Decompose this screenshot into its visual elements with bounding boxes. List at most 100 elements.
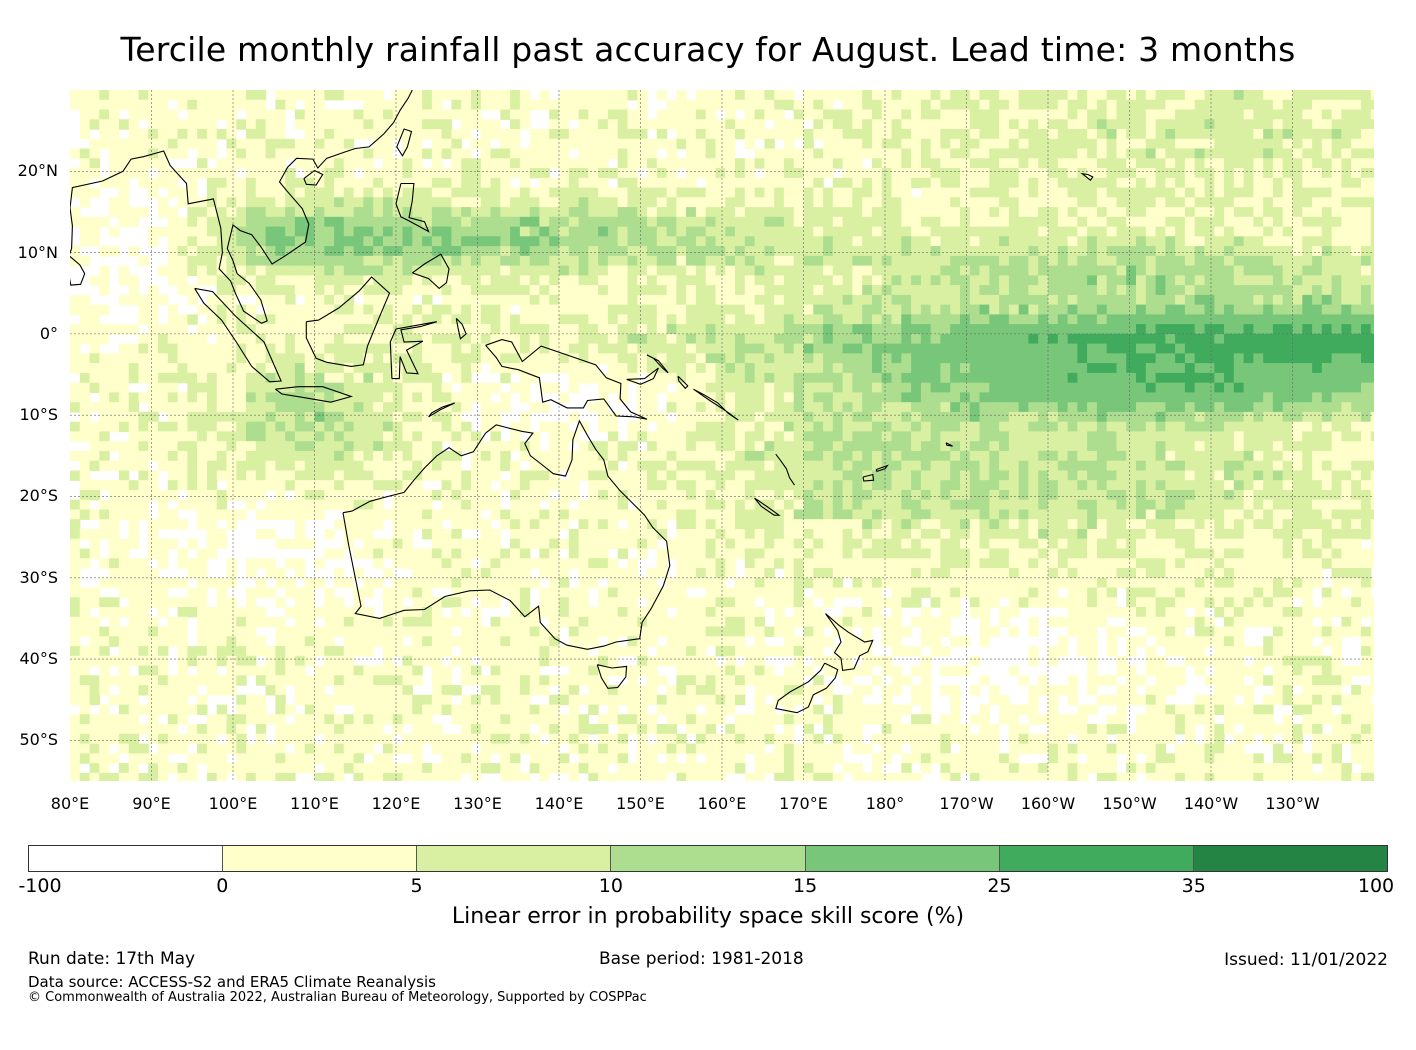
skill-cell xyxy=(1361,109,1372,120)
skill-cell xyxy=(1370,411,1374,423)
skill-cell xyxy=(735,294,746,306)
skill-cell xyxy=(471,138,482,150)
skill-cell xyxy=(1214,138,1225,150)
skill-cell xyxy=(549,450,560,462)
skill-cell xyxy=(1184,304,1196,315)
skill-cell xyxy=(1243,431,1254,442)
skill-cell xyxy=(324,226,335,237)
skill-cell xyxy=(783,246,795,257)
skill-cell xyxy=(607,216,619,228)
skill-cell xyxy=(735,333,746,345)
skill-cell xyxy=(1331,294,1342,306)
skill-cell xyxy=(559,265,570,276)
skill-cell xyxy=(343,460,355,472)
skill-cell xyxy=(1106,255,1118,267)
skill-cell xyxy=(1194,255,1206,267)
skill-cell xyxy=(539,363,550,374)
skill-cell xyxy=(1341,275,1352,286)
skill-cell xyxy=(148,353,159,364)
skill-cell xyxy=(744,294,756,306)
skill-cell xyxy=(99,382,110,394)
skill-cell xyxy=(304,431,316,442)
skill-cell xyxy=(793,236,805,247)
skill-cell xyxy=(1067,382,1078,394)
skill-cell xyxy=(539,333,550,345)
skill-cell xyxy=(197,421,208,433)
skill-cell xyxy=(1321,129,1333,140)
skill-cell xyxy=(1282,450,1294,462)
skill-cell xyxy=(901,90,912,101)
skill-cell xyxy=(725,129,736,140)
skill-cell xyxy=(1106,421,1118,433)
skill-cell xyxy=(461,255,472,267)
skill-cell xyxy=(510,129,521,140)
skill-cell xyxy=(226,372,237,384)
skill-cell xyxy=(1048,314,1059,325)
skill-cell xyxy=(89,226,100,237)
skill-cell xyxy=(539,460,550,472)
skill-cell xyxy=(1145,460,1157,472)
skill-cell xyxy=(744,275,756,286)
skill-cell xyxy=(1312,255,1323,267)
skill-cell xyxy=(725,372,736,384)
skill-cell xyxy=(1331,460,1342,472)
skill-cell xyxy=(70,343,81,354)
skill-cell xyxy=(334,216,345,228)
skill-cell xyxy=(1224,402,1235,413)
skill-cell xyxy=(754,314,765,325)
skill-cell xyxy=(334,207,345,218)
skill-cell xyxy=(373,207,384,218)
skill-cell xyxy=(89,168,100,179)
skill-cell xyxy=(1233,421,1245,433)
skill-cell xyxy=(656,265,668,276)
skill-cell xyxy=(412,168,423,179)
skill-cell xyxy=(1087,304,1098,315)
skill-cell xyxy=(519,411,531,423)
skill-cell xyxy=(1008,343,1020,354)
skill-cell xyxy=(989,207,1000,218)
skill-cell xyxy=(1106,372,1118,384)
skill-cell xyxy=(735,382,746,394)
skill-cell xyxy=(911,99,922,111)
skill-cell xyxy=(969,343,981,354)
skill-cell xyxy=(324,343,335,354)
skill-cell xyxy=(872,285,883,296)
skill-cell xyxy=(1233,109,1245,120)
skill-cell xyxy=(832,177,844,189)
skill-cell xyxy=(1155,197,1166,208)
skill-cell xyxy=(1351,421,1362,433)
skill-cell xyxy=(500,275,511,286)
skill-cell xyxy=(676,265,687,276)
skill-cell xyxy=(1028,333,1039,345)
skill-cell xyxy=(324,441,335,452)
skill-cell xyxy=(940,246,951,257)
skill-cell xyxy=(979,158,990,169)
skill-cell xyxy=(1126,246,1137,257)
skill-cell xyxy=(519,148,531,159)
skill-cell xyxy=(412,285,423,296)
skill-cell xyxy=(1321,168,1333,179)
skill-cell xyxy=(392,382,404,394)
skill-cell xyxy=(1224,90,1235,101)
skill-cell xyxy=(1116,255,1127,267)
skill-cell xyxy=(666,333,677,345)
skill-cell xyxy=(1008,421,1020,433)
skill-cell xyxy=(1008,236,1020,247)
skill-cell xyxy=(1194,363,1206,374)
skill-cell xyxy=(304,275,316,286)
skill-cell xyxy=(1165,207,1176,218)
skill-cell xyxy=(402,158,413,169)
skill-cell xyxy=(881,216,893,228)
skill-cell xyxy=(383,470,394,481)
skill-cell xyxy=(1321,333,1333,345)
skill-cell xyxy=(1204,119,1215,130)
skill-cell xyxy=(598,168,609,179)
skill-cell xyxy=(1351,431,1362,442)
skill-cell xyxy=(1126,324,1137,335)
skill-cell xyxy=(461,90,472,101)
skill-cell xyxy=(1302,431,1313,442)
skill-cell xyxy=(187,216,198,228)
skill-cell xyxy=(412,324,423,335)
skill-cell xyxy=(803,275,814,286)
skill-cell xyxy=(1077,99,1088,111)
